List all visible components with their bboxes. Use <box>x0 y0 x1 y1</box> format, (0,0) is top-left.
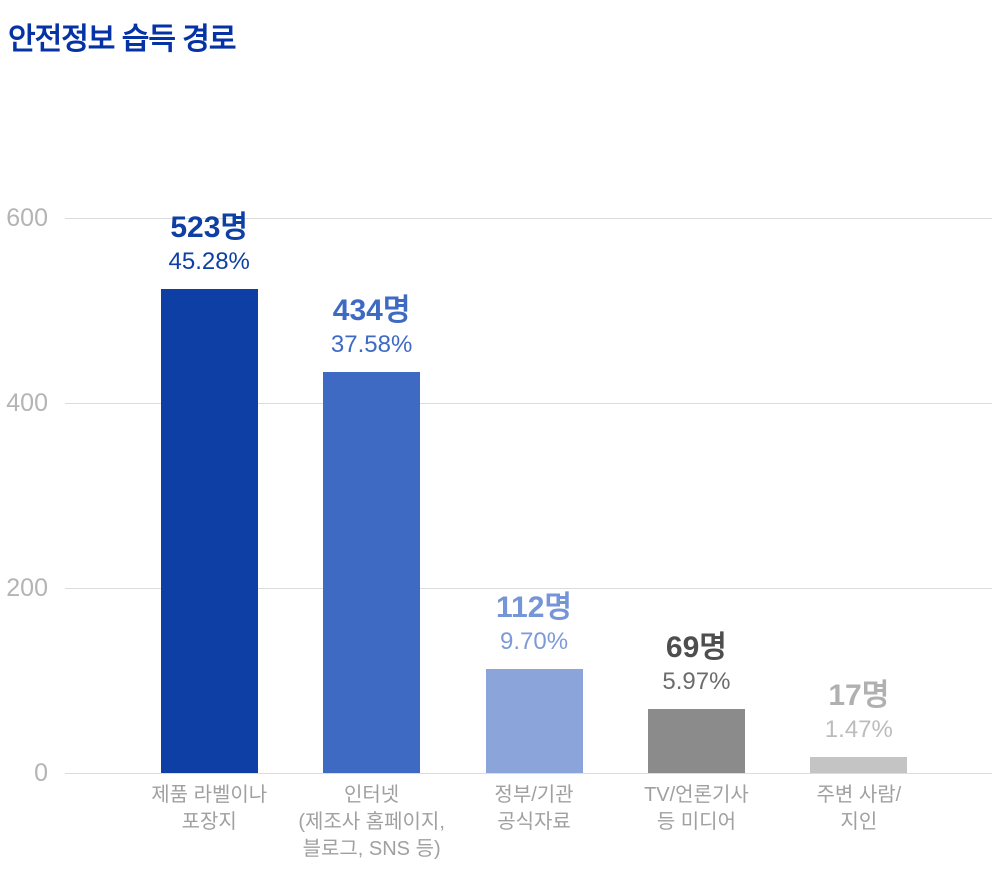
bar-group: 69명 5.97% <box>615 631 777 773</box>
y-tick-label: 200 <box>6 574 48 602</box>
x-axis-category-line: 등 미디어 <box>656 811 736 833</box>
x-axis-category-line: 주변 사람/ <box>816 784 902 806</box>
bar <box>160 289 258 773</box>
bar-percent-label: 5.97% <box>662 668 731 696</box>
bar <box>647 709 745 773</box>
bar-percent-label: 9.70% <box>499 628 569 656</box>
bars: 523명 45.28% 434명 37.58% 112명 9.70% 69명 5.97% 17명… <box>128 211 940 773</box>
bar-percent-label: 37.58% <box>330 330 413 358</box>
y-tick-label: 400 <box>6 389 48 417</box>
bar-value-label: 523명 <box>170 211 249 245</box>
plot-area <box>65 218 992 774</box>
x-axis-category-line: 포장지 <box>181 811 237 833</box>
x-axis-category-line: 인터넷 <box>344 784 400 806</box>
bar-group: 112명 9.70% <box>453 591 615 773</box>
gridline <box>65 773 992 774</box>
x-axis-category-line: (제조사 홈페이지, <box>298 811 445 833</box>
gridline <box>65 588 992 589</box>
y-tick-label: 0 <box>34 759 48 787</box>
bar-value-label: 112명 <box>496 591 573 625</box>
bar-group: 523명 45.28% <box>128 211 290 773</box>
x-axis-category-line: 지인 <box>840 811 878 833</box>
chart-title: 안전정보 습득 경로 <box>8 23 236 56</box>
gridline <box>65 403 992 404</box>
bar-percent-label: 45.28% <box>168 248 250 276</box>
y-tick-label: 600 <box>6 204 48 232</box>
x-axis-category-label: 주변 사람/지인 <box>778 782 940 836</box>
bar-value-label: 17명 <box>828 679 890 713</box>
x-axis-category-line: 정부/기관 <box>494 784 574 806</box>
bar-value-label: 69명 <box>665 631 727 665</box>
x-axis-category-label: 인터넷 (제조사 홈페이지, 블로그, SNS 등) <box>290 782 452 863</box>
bar-value-label: 434명 <box>332 293 411 327</box>
bar <box>323 371 421 773</box>
bar-group: 434명 37.58% <box>290 294 452 773</box>
gridline <box>65 218 992 219</box>
x-axis-category-line: 블로그, SNS 등) <box>302 838 441 860</box>
bar <box>810 757 908 773</box>
bar-percent-label: 1.47% <box>824 716 893 744</box>
bar-group: 17명 1.47% <box>778 679 940 773</box>
x-axis-category-line: 공식자료 <box>497 811 571 833</box>
x-axis-category-line: 제품 라벨이나 <box>151 784 268 806</box>
x-axis-category-line: TV/언론기사 <box>644 784 749 806</box>
bar <box>485 669 583 773</box>
